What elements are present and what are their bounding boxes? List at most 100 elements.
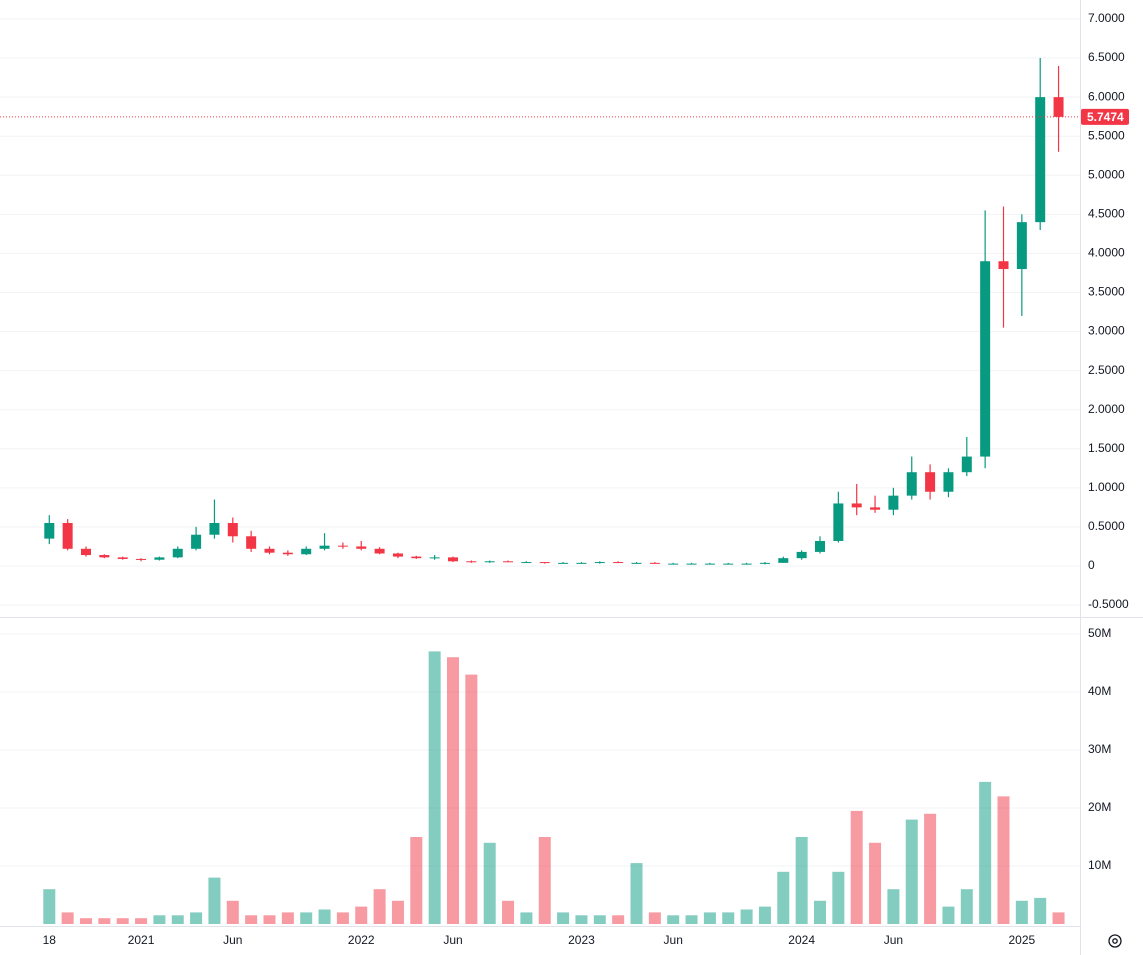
candle-body	[209, 522, 220, 535]
volume-bar	[300, 912, 313, 924]
candle-body	[576, 562, 587, 564]
volume-bar	[171, 915, 184, 924]
volume-bar	[869, 842, 882, 924]
candle-body	[356, 546, 367, 549]
x-tick-label: 2023	[568, 933, 595, 947]
candle-body	[906, 472, 917, 496]
candle-body	[833, 503, 844, 541]
volume-bar	[135, 918, 148, 924]
volume-bar	[190, 912, 203, 924]
volume-bar	[520, 912, 533, 924]
candle-body	[631, 562, 642, 564]
volume-bar	[410, 837, 423, 924]
y-tick-label: 3.5000	[1088, 285, 1125, 299]
candle-body	[558, 562, 569, 564]
volume-bar	[538, 837, 551, 924]
candle-body	[44, 522, 55, 539]
volume-bar	[80, 918, 92, 924]
y-tick-label: 2.0000	[1088, 402, 1125, 416]
volume-bar	[905, 819, 918, 924]
candle-body	[723, 563, 734, 565]
y-tick-label: 3.0000	[1088, 324, 1125, 338]
y-tick-label: -0.5000	[1088, 597, 1129, 611]
volume-bar	[483, 842, 496, 924]
settings-core	[1112, 938, 1118, 944]
volume-bar	[502, 900, 515, 924]
volume-bar	[740, 909, 753, 924]
candle-body	[888, 495, 899, 510]
y-tick-label: 6.5000	[1088, 50, 1125, 64]
candle-body	[264, 548, 275, 553]
volume-bar	[850, 810, 863, 924]
x-tick-label: Jun	[443, 933, 462, 947]
volume-bar	[263, 915, 276, 924]
candle-body	[594, 562, 605, 564]
candle-body	[191, 534, 202, 549]
volume-bar	[447, 657, 459, 924]
candle-body	[246, 536, 257, 549]
candle-body	[668, 563, 679, 565]
candle-body	[961, 456, 972, 473]
settings-ring	[1108, 934, 1122, 948]
candle-body	[319, 545, 330, 549]
volume-bar	[758, 906, 771, 924]
volume-bar	[557, 912, 570, 924]
x-tick-label: Jun	[664, 933, 683, 947]
volume-bar	[997, 796, 1010, 924]
volume-bar	[465, 674, 478, 924]
volume-bar	[208, 877, 221, 924]
y-tick-label: 6.0000	[1088, 89, 1125, 103]
y-tick-label: 0	[1088, 558, 1095, 572]
volume-bar	[593, 915, 606, 924]
volume-bar	[428, 651, 441, 924]
candle-body	[1035, 97, 1046, 223]
volume-bar	[245, 915, 258, 924]
volume-bar	[630, 863, 643, 924]
candle-body	[613, 562, 624, 564]
candle-body	[172, 548, 183, 558]
y-tick-label: 4.5000	[1088, 207, 1125, 221]
y-tick-label: 10M	[1088, 858, 1111, 872]
volume-bar	[777, 871, 790, 924]
volume-bar	[98, 918, 111, 924]
y-tick-label: 1.5000	[1088, 441, 1125, 455]
volume-bar	[960, 889, 973, 924]
y-tick-label: 0.5000	[1088, 519, 1125, 533]
volume-bar	[391, 900, 404, 924]
x-tick-label: 2021	[128, 933, 155, 947]
volume-bar	[887, 889, 900, 924]
volume-bar	[979, 781, 992, 924]
candle-body	[301, 548, 312, 555]
candle-body	[392, 553, 403, 557]
candle-body	[429, 557, 440, 559]
candle-body	[81, 548, 91, 556]
volume-bar	[575, 915, 588, 924]
candle-body	[925, 472, 936, 492]
volume-bar	[318, 909, 331, 924]
volume-bar	[832, 871, 845, 924]
x-tick-label: 2022	[348, 933, 375, 947]
volume-bar	[722, 912, 735, 924]
volume-bar	[1015, 900, 1028, 924]
candle-body	[484, 561, 495, 563]
candle-body	[99, 555, 110, 558]
candle-body	[227, 522, 238, 537]
candle-body	[521, 562, 532, 564]
last-price-tag	[1081, 108, 1129, 125]
y-tick-label: 30M	[1088, 742, 1111, 756]
candle-body	[154, 557, 165, 560]
candle-body	[815, 540, 825, 552]
candle-body	[851, 503, 862, 508]
x-tick-label: Jun	[223, 933, 242, 947]
candle-body	[1053, 97, 1064, 117]
settings-icon[interactable]	[1108, 934, 1122, 948]
volume-bar	[226, 900, 239, 924]
candle-body	[374, 548, 385, 554]
candle-body	[117, 557, 128, 559]
y-tick-label: 40M	[1088, 684, 1111, 698]
volume-bar	[685, 915, 698, 924]
candle-body	[778, 558, 789, 563]
